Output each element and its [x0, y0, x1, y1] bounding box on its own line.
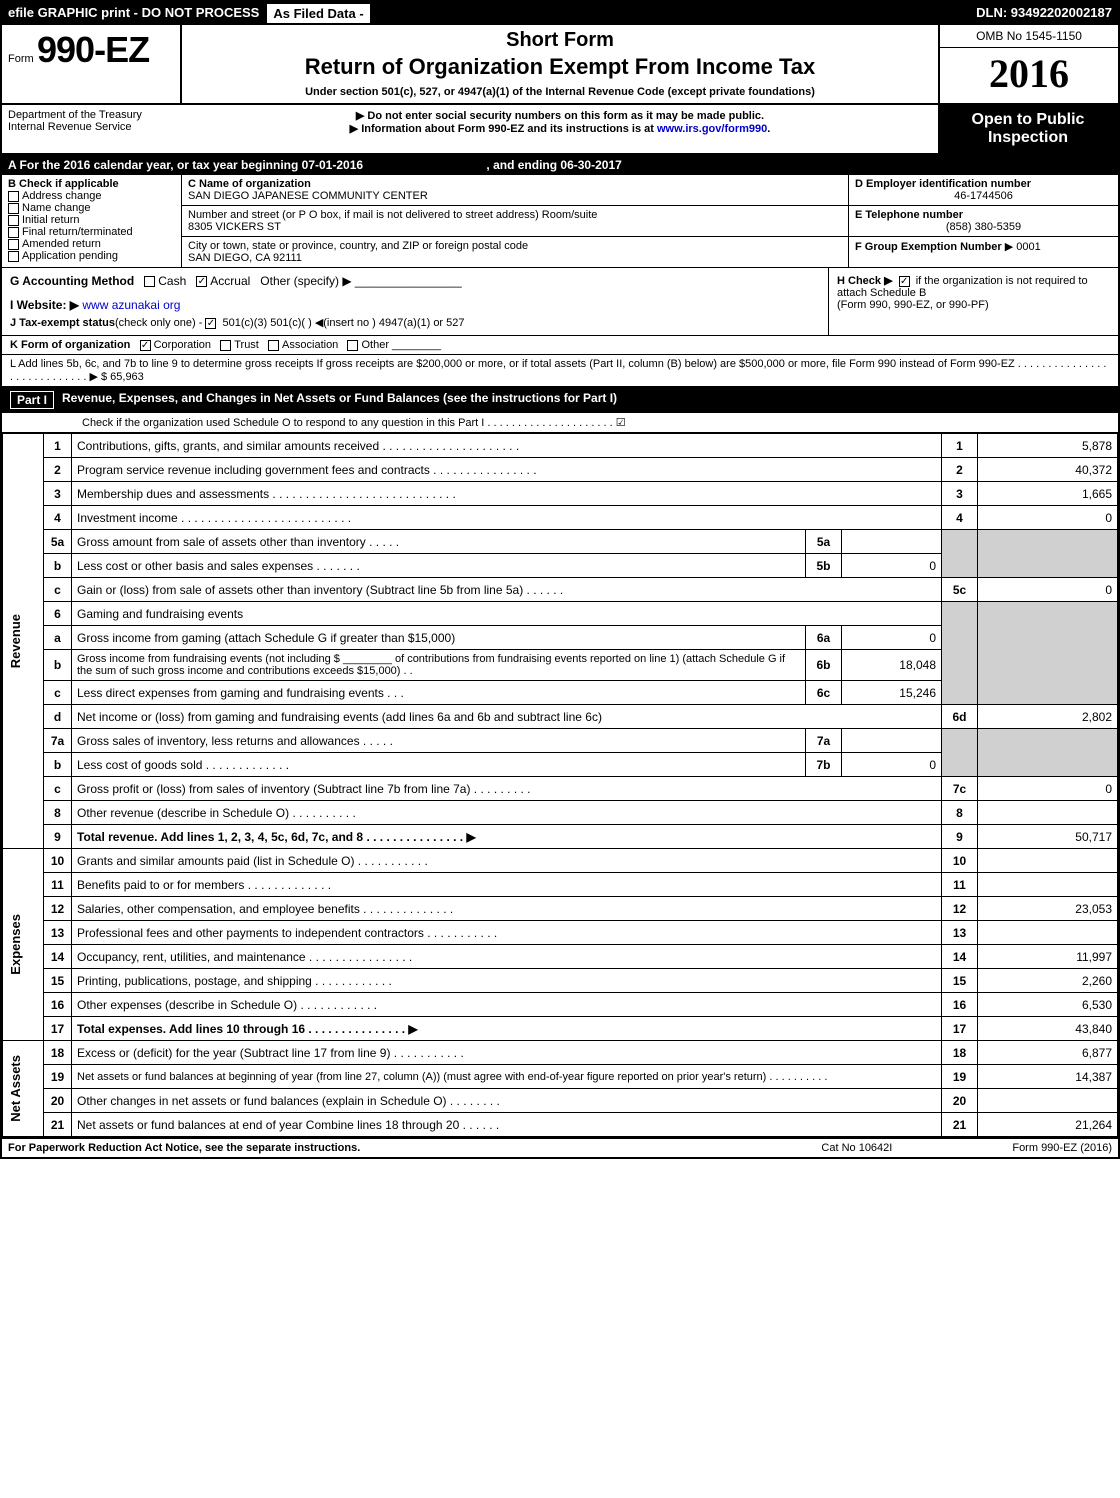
checkbox-initial[interactable]	[8, 215, 19, 226]
irs-link[interactable]: www.irs.gov/form990	[657, 123, 767, 135]
checkbox-corp[interactable]	[140, 340, 151, 351]
part-i-label: Part I	[10, 391, 54, 409]
part-i-header: Part I Revenue, Expenses, and Changes in…	[2, 387, 1118, 413]
b-label: B Check if applicable	[8, 178, 175, 190]
open-to-public-box: Open to Public Inspection	[938, 105, 1118, 153]
checkbox-501c3[interactable]	[205, 318, 216, 329]
b-item-pending: Application pending	[8, 250, 175, 262]
b-item-initial: Initial return	[8, 214, 175, 226]
group-exemption: ▶ 0001	[1005, 241, 1041, 253]
netassets-sidelabel: Net Assets	[8, 1055, 23, 1122]
ein: 46-1744506	[855, 190, 1112, 202]
efile-label: efile GRAPHIC print - DO NOT PROCESS	[2, 2, 265, 25]
short-form-label: Short Form	[190, 29, 930, 52]
title-cell: Short Form Return of Organization Exempt…	[182, 25, 938, 103]
checkbox-h[interactable]	[899, 276, 910, 287]
dept-row: Department of the Treasury Internal Reve…	[2, 105, 1118, 155]
form-container: efile GRAPHIC print - DO NOT PROCESS As …	[0, 0, 1120, 1159]
top-bar: efile GRAPHIC print - DO NOT PROCESS As …	[2, 2, 1118, 25]
section-d: D Employer identification number 46-1744…	[849, 175, 1118, 206]
main-title: Return of Organization Exempt From Incom…	[190, 54, 930, 80]
instr-line1: ▶ Do not enter social security numbers o…	[186, 109, 934, 122]
dept-line2: Internal Revenue Service	[8, 121, 176, 133]
b-item-name: Name change	[8, 202, 175, 214]
tax-year: 2016	[940, 48, 1118, 103]
website-link[interactable]: www azunakai org	[82, 298, 180, 312]
dln-label: DLN: 93492202002187	[970, 2, 1118, 25]
part-i-title: Revenue, Expenses, and Changes in Net As…	[62, 391, 617, 409]
dept-line1: Department of the Treasury	[8, 109, 176, 121]
checkbox-final[interactable]	[8, 227, 19, 238]
section-i: I Website: ▶ www azunakai org	[10, 298, 820, 312]
checkbox-name[interactable]	[8, 203, 19, 214]
instructions-cell: ▶ Do not enter social security numbers o…	[182, 105, 938, 153]
footer-right: Form 990-EZ (2016)	[1012, 1142, 1112, 1154]
expenses-sidelabel: Expenses	[8, 914, 23, 975]
form-number: 990-EZ	[37, 29, 149, 70]
block-bcdef: B Check if applicable Address change Nam…	[2, 175, 1118, 268]
subtitle: Under section 501(c), 527, or 4947(a)(1)…	[190, 86, 930, 98]
org-street: 8305 VICKERS ST	[188, 221, 842, 233]
c-name-block: C Name of organization SAN DIEGO JAPANES…	[182, 175, 848, 206]
checkbox-cash[interactable]	[144, 276, 155, 287]
part-i-check: Check if the organization used Schedule …	[2, 413, 1118, 433]
ghi-left: G Accounting Method Cash Accrual Other (…	[2, 268, 828, 335]
checkbox-amended[interactable]	[8, 239, 19, 250]
line-1-desc: Contributions, gifts, grants, and simila…	[72, 434, 942, 458]
section-c: C Name of organization SAN DIEGO JAPANES…	[182, 175, 848, 267]
block-ghi: G Accounting Method Cash Accrual Other (…	[2, 268, 1118, 336]
section-h: H Check ▶ if the organization is not req…	[828, 268, 1118, 335]
section-e: E Telephone number (858) 380-5359	[849, 206, 1118, 237]
footer: For Paperwork Reduction Act Notice, see …	[2, 1137, 1118, 1157]
phone: (858) 380-5359	[855, 221, 1112, 233]
line-1-val: 5,878	[978, 434, 1118, 458]
line-1-rnum: 1	[942, 434, 978, 458]
form-number-cell: Form 990-EZ	[2, 25, 182, 103]
as-filed-label: As Filed Data -	[265, 2, 371, 25]
line-1-num: 1	[44, 434, 72, 458]
c-city-block: City or town, state or province, country…	[182, 237, 848, 267]
footer-mid: Cat No 10642I	[821, 1142, 892, 1154]
part-i-table: Revenue 1 Contributions, gifts, grants, …	[2, 433, 1118, 1137]
checkbox-accrual[interactable]	[196, 276, 207, 287]
checkbox-other-org[interactable]	[347, 340, 358, 351]
section-a-bar: A For the 2016 calendar year, or tax yea…	[2, 155, 1118, 175]
b-item-address: Address change	[8, 190, 175, 202]
header-row: Form 990-EZ Short Form Return of Organiz…	[2, 25, 1118, 105]
org-city: SAN DIEGO, CA 92111	[188, 252, 842, 264]
b-item-final: Final return/terminated	[8, 226, 175, 238]
checkbox-trust[interactable]	[220, 340, 231, 351]
dept-cell: Department of the Treasury Internal Reve…	[2, 105, 182, 153]
section-k: K Form of organization Corporation Trust…	[2, 336, 1118, 355]
section-j: J Tax-exempt status(check only one) - 50…	[10, 316, 820, 329]
c-addr-block: Number and street (or P O box, if mail i…	[182, 206, 848, 237]
footer-left: For Paperwork Reduction Act Notice, see …	[8, 1142, 821, 1154]
checkbox-assoc[interactable]	[268, 340, 279, 351]
revenue-sidelabel: Revenue	[8, 614, 23, 668]
form-prefix: Form	[8, 53, 34, 65]
header-right-col: OMB No 1545-1150 2016	[938, 25, 1118, 103]
section-b: B Check if applicable Address change Nam…	[2, 175, 182, 267]
instr-line2: ▶ Information about Form 990-EZ and its …	[186, 122, 934, 135]
section-f: F Group Exemption Number ▶ 0001	[849, 237, 1118, 256]
checkbox-pending[interactable]	[8, 251, 19, 262]
section-l: L Add lines 5b, 6c, and 7b to line 9 to …	[2, 355, 1118, 387]
checkbox-address[interactable]	[8, 191, 19, 202]
omb-number: OMB No 1545-1150	[940, 25, 1118, 48]
org-name: SAN DIEGO JAPANESE COMMUNITY CENTER	[188, 190, 842, 202]
section-def: D Employer identification number 46-1744…	[848, 175, 1118, 267]
section-g: G Accounting Method Cash Accrual Other (…	[10, 274, 820, 288]
b-item-amended: Amended return	[8, 238, 175, 250]
